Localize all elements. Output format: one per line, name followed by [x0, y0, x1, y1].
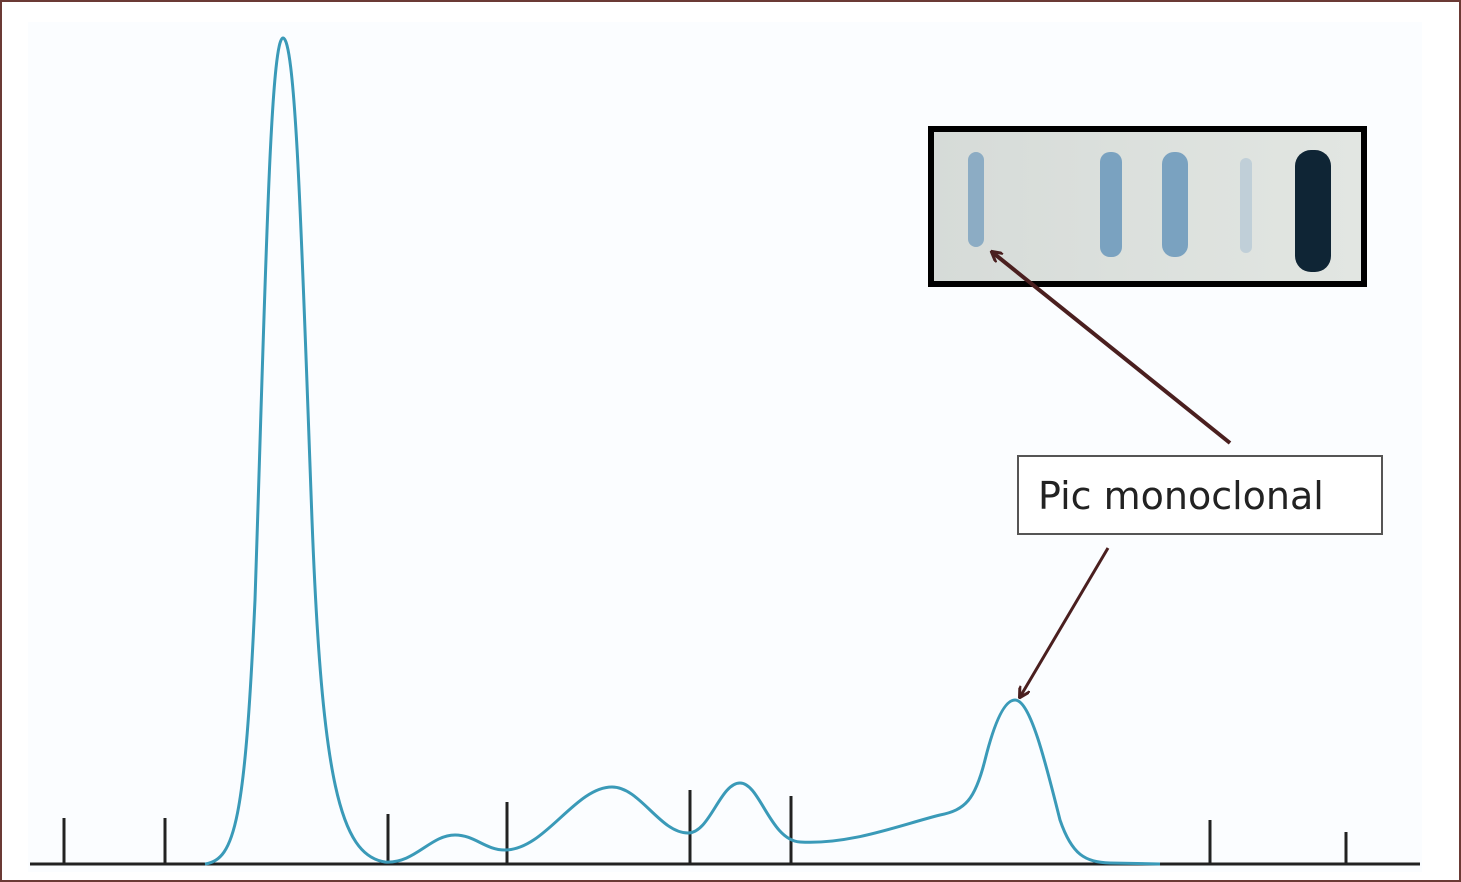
annotation-label: Pic monoclonal	[1038, 474, 1324, 518]
page: Pic monoclonal (() => { const data = JSO…	[0, 0, 1461, 882]
diagram: Pic monoclonal	[0, 0, 1461, 882]
gel-strip	[931, 129, 1364, 284]
